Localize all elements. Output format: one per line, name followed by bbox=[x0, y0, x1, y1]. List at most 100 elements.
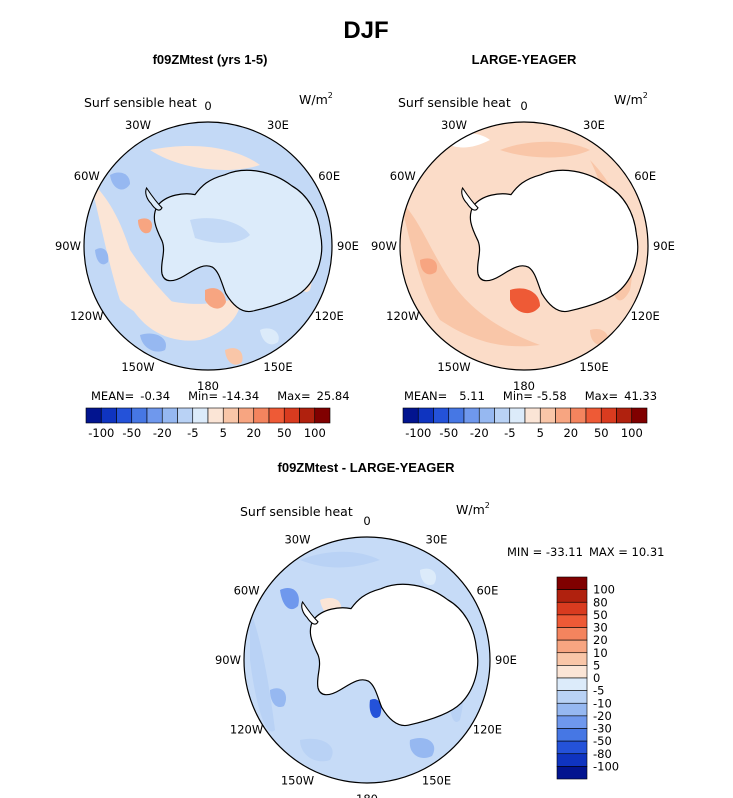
lon-label: 150W bbox=[281, 773, 314, 787]
main-title: DJF bbox=[343, 17, 388, 44]
panel-1-lon-labels: 0 30E 60E 90E 120E 150E 180 150W 120W 90W 60W 30W bbox=[55, 99, 359, 393]
panel-2-field bbox=[400, 122, 648, 370]
colorbar-tick-label: -5 bbox=[504, 426, 515, 440]
lon-label: 120W bbox=[386, 309, 419, 323]
colorbar-swatch bbox=[161, 407, 178, 424]
colorbar-tick-label: 100 bbox=[593, 583, 615, 597]
lon-label: 120E bbox=[315, 309, 344, 323]
colorbar-swatch bbox=[556, 665, 588, 679]
colorbar-swatch bbox=[207, 407, 224, 424]
colorbar-tick-label: 5 bbox=[593, 658, 600, 672]
colorbar-tick-label: 10 bbox=[593, 646, 608, 660]
lon-label: 60W bbox=[74, 169, 100, 183]
panel-1-variable: Surf sensible heat bbox=[84, 95, 197, 110]
lon-label: 120W bbox=[70, 309, 103, 323]
lon-label: 90W bbox=[55, 239, 81, 253]
lon-label: 60E bbox=[318, 169, 340, 183]
panel-3-units: W/m2 bbox=[456, 501, 490, 517]
colorbar-swatch bbox=[556, 702, 588, 717]
colorbar-tick-label: 50 bbox=[593, 608, 608, 622]
colorbar-swatch bbox=[222, 407, 239, 424]
lon-label: 60W bbox=[234, 584, 260, 598]
lon-label: 150E bbox=[263, 360, 292, 374]
lon-label: 0 bbox=[520, 99, 527, 113]
colorbar-swatch bbox=[556, 715, 588, 729]
colorbar-swatch bbox=[556, 677, 588, 691]
panel-1-colorbar: -100 -50 -20 -5 5 20 50 100 bbox=[85, 407, 331, 440]
colorbar-swatch bbox=[556, 766, 588, 780]
colorbar-swatch bbox=[556, 652, 588, 666]
lon-label: 150W bbox=[121, 360, 154, 374]
colorbar-tick-label: -50 bbox=[439, 426, 458, 440]
lon-label: 120E bbox=[473, 723, 502, 737]
colorbar-swatch bbox=[556, 601, 588, 616]
panel-1-boundary bbox=[83, 121, 333, 371]
colorbar-swatch bbox=[177, 407, 194, 424]
colorbar-swatch bbox=[146, 407, 163, 424]
colorbar-swatch bbox=[192, 407, 209, 424]
lon-label: 30E bbox=[267, 118, 289, 132]
colorbar-swatch bbox=[524, 407, 541, 424]
lon-label: 0 bbox=[363, 514, 370, 528]
colorbar-tick-label: 100 bbox=[621, 426, 643, 440]
lon-label: 0 bbox=[204, 99, 211, 113]
panel-2: LARGE-YEAGER Surf sensible heat W/m2 0 30… bbox=[371, 52, 675, 440]
colorbar-swatch bbox=[131, 407, 148, 424]
colorbar-tick-label: -100 bbox=[593, 759, 619, 773]
colorbar-swatch bbox=[631, 407, 648, 424]
colorbar-tick-label: 0 bbox=[593, 671, 600, 685]
panel-1: f09ZMtest (yrs 1-5) Surf sensible heat W… bbox=[55, 52, 359, 440]
colorbar-swatch bbox=[433, 407, 450, 424]
panel-3-stats: MIN = -33.11 MAX = 10.31 bbox=[507, 545, 664, 559]
colorbar-tick-label: 20 bbox=[563, 426, 578, 440]
panel-1-units: W/m2 bbox=[299, 91, 333, 107]
panel-2-colorbar: -100 -50 -20 -5 5 20 50 100 bbox=[402, 407, 648, 440]
panel-2-boundary bbox=[399, 121, 649, 371]
colorbar-tick-label: -100 bbox=[88, 426, 114, 440]
lon-label: 180 bbox=[356, 792, 378, 798]
colorbar-tick-label: -5 bbox=[593, 684, 604, 698]
lon-label: 60W bbox=[390, 169, 416, 183]
colorbar-tick-label: -20 bbox=[153, 426, 172, 440]
colorbar-swatch bbox=[314, 407, 331, 424]
lon-label: 90W bbox=[215, 653, 241, 667]
colorbar-swatch bbox=[509, 407, 526, 424]
lon-label: 90W bbox=[371, 239, 397, 253]
colorbar-swatch bbox=[616, 407, 633, 424]
colorbar-tick-label: -50 bbox=[593, 734, 612, 748]
colorbar-swatch bbox=[539, 407, 556, 424]
colorbar-tick-label: 20 bbox=[593, 633, 608, 647]
lon-label: 120W bbox=[230, 723, 263, 737]
lon-label: 30W bbox=[284, 533, 310, 547]
lon-label: 120E bbox=[631, 309, 660, 323]
lon-label: 180 bbox=[513, 379, 535, 393]
lon-label: 180 bbox=[197, 379, 219, 393]
lon-label: 150E bbox=[579, 360, 608, 374]
colorbar-tick-label: -20 bbox=[470, 426, 489, 440]
colorbar-swatch bbox=[85, 407, 102, 424]
panel-1-field bbox=[84, 122, 332, 370]
colorbar-tick-label: 80 bbox=[593, 595, 608, 609]
colorbar-tick-label: 50 bbox=[277, 426, 292, 440]
colorbar-swatch bbox=[556, 639, 588, 654]
colorbar-tick-label: 5 bbox=[537, 426, 544, 440]
colorbar-swatch bbox=[268, 407, 285, 424]
lon-label: 30E bbox=[583, 118, 605, 132]
colorbar-swatch bbox=[556, 627, 588, 641]
colorbar-swatch bbox=[555, 407, 572, 424]
panel-3-title: f09ZMtest - LARGE-YEAGER bbox=[278, 460, 456, 475]
colorbar-swatch bbox=[283, 407, 300, 424]
colorbar-swatch bbox=[556, 614, 588, 628]
colorbar-swatch bbox=[299, 407, 316, 424]
colorbar-tick-label: 50 bbox=[594, 426, 609, 440]
lon-label: 90E bbox=[337, 239, 359, 253]
colorbar-swatch bbox=[478, 407, 495, 424]
lon-label: 60E bbox=[634, 169, 656, 183]
colorbar-swatch bbox=[238, 407, 255, 424]
lon-label: 30E bbox=[426, 533, 448, 547]
colorbar-swatch bbox=[253, 407, 270, 424]
lon-label: 90E bbox=[495, 653, 517, 667]
panel-3-lon-labels: 0 30E 60E 90E 120E 150E 180 150W 120W 90W 60W 30W bbox=[215, 514, 517, 798]
colorbar-tick-label: -20 bbox=[593, 709, 612, 723]
panel-1-title: f09ZMtest (yrs 1-5) bbox=[153, 52, 268, 67]
